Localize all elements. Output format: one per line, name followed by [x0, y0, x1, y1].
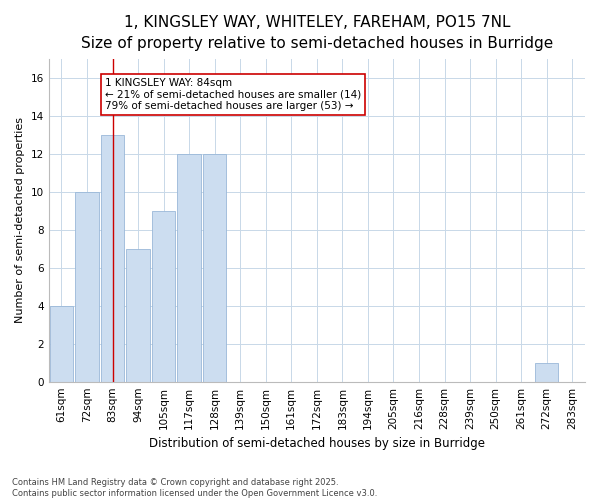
Bar	[178, 154, 201, 382]
Text: Contains HM Land Registry data © Crown copyright and database right 2025.
Contai: Contains HM Land Registry data © Crown c…	[12, 478, 377, 498]
Text: 1 KINGSLEY WAY: 84sqm
← 21% of semi-detached houses are smaller (14)
79% of semi: 1 KINGSLEY WAY: 84sqm ← 21% of semi-deta…	[105, 78, 361, 112]
Bar	[50, 306, 73, 382]
Title: 1, KINGSLEY WAY, WHITELEY, FAREHAM, PO15 7NL
Size of property relative to semi-d: 1, KINGSLEY WAY, WHITELEY, FAREHAM, PO15…	[81, 15, 553, 51]
X-axis label: Distribution of semi-detached houses by size in Burridge: Distribution of semi-detached houses by …	[149, 437, 485, 450]
Bar	[152, 211, 175, 382]
Bar	[75, 192, 99, 382]
Y-axis label: Number of semi-detached properties: Number of semi-detached properties	[15, 118, 25, 324]
Bar	[101, 135, 124, 382]
Bar	[535, 362, 559, 382]
Bar	[203, 154, 226, 382]
Bar	[127, 249, 150, 382]
